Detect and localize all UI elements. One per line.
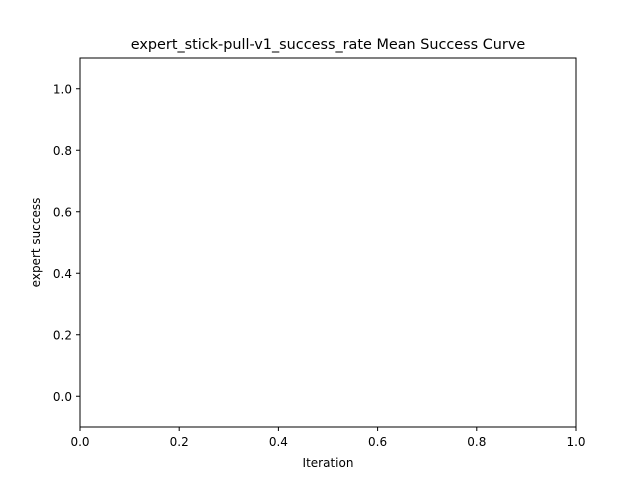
y-tick-label: 0.2: [53, 328, 72, 342]
x-tick-label: 0.0: [70, 435, 89, 449]
x-tick-label: 0.8: [467, 435, 486, 449]
y-tick-label: 0.0: [53, 390, 72, 404]
plot-area: [79, 57, 577, 428]
y-tick-label: 1.0: [53, 82, 72, 96]
y-tick-label: 0.6: [53, 205, 72, 219]
chart-title: expert_stick-pull-v1_success_rate Mean S…: [131, 37, 526, 53]
y-axis-ticks: 0.0 0.2 0.4 0.6 0.8 1.0: [53, 82, 80, 404]
x-tick-label: 0.6: [368, 435, 387, 449]
x-axis-label: Iteration: [303, 456, 354, 470]
y-tick-label: 0.4: [53, 267, 72, 281]
x-tick-label: 1.0: [566, 435, 585, 449]
y-axis-label: expert success: [29, 198, 43, 288]
x-tick-label: 0.2: [170, 435, 189, 449]
plot-frame: [79, 57, 577, 428]
y-tick-label: 0.8: [53, 144, 72, 158]
x-axis-ticks: 0.0 0.2 0.4 0.6 0.8 1.0: [70, 427, 586, 449]
x-tick-label: 0.4: [269, 435, 288, 449]
